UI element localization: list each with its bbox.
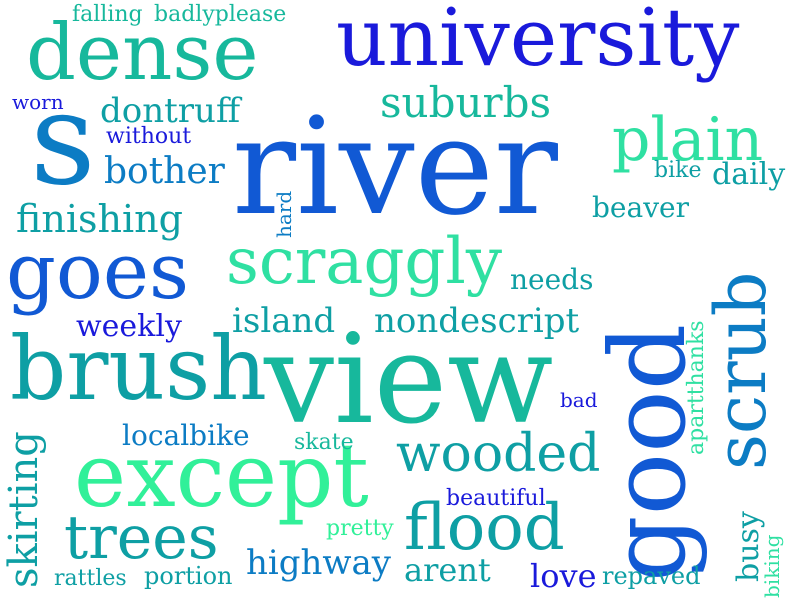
word-flood: flood (404, 491, 565, 565)
word-rattles: rattles (54, 566, 127, 591)
word-worn: worn (12, 90, 64, 114)
word-needs: needs (510, 263, 594, 296)
word-nondescript: nondescript (374, 301, 580, 341)
word-scraggly: scraggly (226, 225, 502, 299)
word-apartthanks: apartthanks (684, 320, 709, 455)
word-beautiful: beautiful (446, 486, 546, 511)
word-beaver: beaver (592, 191, 689, 224)
word-except: except (74, 424, 369, 527)
word-plain: plain (612, 105, 764, 175)
word-weekly: weekly (76, 309, 182, 344)
word-view: view (264, 308, 554, 452)
word-brush: brush (10, 317, 267, 420)
word-bike: bike (654, 158, 702, 183)
word-badlyplease: badlyplease (154, 2, 287, 27)
word-skate: skate (294, 430, 354, 455)
word-daily: daily (712, 157, 786, 192)
word-skirting: skirting (1, 431, 47, 588)
word-s: s (30, 65, 96, 214)
word-goes: goes (6, 227, 190, 317)
word-university: university (336, 0, 740, 84)
word-dense: dense (26, 8, 259, 98)
word-wooded: wooded (396, 424, 601, 484)
word-repaved: repaved (602, 562, 701, 590)
word-pretty: pretty (326, 516, 394, 541)
word-river: river (232, 89, 558, 245)
word-localbike: localbike (122, 419, 250, 452)
word-portion: portion (144, 562, 233, 590)
word-hard: hard (272, 190, 296, 238)
word-trees: trees (64, 503, 219, 573)
word-biking: biking (760, 534, 784, 598)
word-scrub: scrub (700, 271, 782, 470)
word-arent: arent (404, 551, 491, 589)
word-falling: falling (72, 2, 143, 27)
word-without: without (106, 124, 192, 149)
word-bad: bad (560, 388, 598, 412)
word-island: island (232, 301, 336, 341)
word-love: love (530, 557, 597, 595)
word-highway: highway (246, 543, 392, 583)
word-suburbs: suburbs (380, 78, 552, 127)
word-dontruff: dontruff (100, 91, 241, 131)
word-finishing: finishing (16, 197, 183, 241)
word-bother: bother (104, 151, 225, 192)
